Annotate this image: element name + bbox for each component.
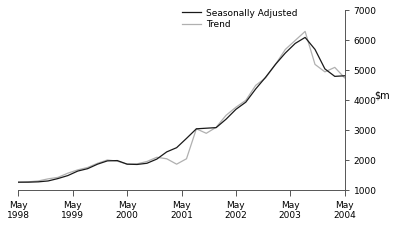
Seasonally Adjusted	[16, 181, 21, 184]
Trend	[75, 170, 80, 173]
Seasonally Adjusted	[26, 180, 31, 183]
Trend	[36, 180, 40, 183]
Seasonally Adjusted	[312, 63, 317, 66]
Seasonally Adjusted	[253, 84, 258, 87]
Trend	[16, 181, 21, 183]
Seasonally Adjusted	[184, 157, 189, 160]
Trend	[105, 160, 110, 162]
Seasonally Adjusted	[224, 114, 228, 117]
Trend	[293, 42, 298, 45]
Trend	[303, 36, 308, 39]
Seasonally Adjusted	[164, 157, 169, 160]
Seasonally Adjusted	[322, 71, 327, 73]
Trend	[312, 48, 317, 51]
Trend	[46, 180, 50, 182]
Trend	[125, 163, 129, 165]
Seasonally Adjusted	[105, 159, 110, 161]
Seasonally Adjusted	[233, 106, 238, 109]
Seasonally Adjusted	[66, 172, 70, 175]
Seasonally Adjusted	[214, 126, 218, 129]
Seasonally Adjusted	[204, 132, 209, 135]
Seasonally Adjusted	[293, 39, 298, 42]
Trend	[332, 75, 337, 78]
Seasonally Adjusted	[283, 48, 288, 51]
Seasonally Adjusted	[135, 163, 139, 165]
Seasonally Adjusted	[46, 178, 50, 180]
Seasonally Adjusted	[75, 168, 80, 171]
Seasonally Adjusted	[154, 156, 159, 159]
Seasonally Adjusted	[95, 162, 100, 165]
Trend	[342, 74, 347, 77]
Trend	[204, 127, 209, 130]
Trend	[233, 108, 238, 111]
Seasonally Adjusted	[263, 76, 268, 79]
Trend	[95, 163, 100, 165]
Seasonally Adjusted	[273, 63, 278, 66]
Trend	[243, 101, 248, 104]
Trend	[194, 127, 199, 130]
Trend	[164, 151, 169, 153]
Seasonally Adjusted	[303, 30, 308, 33]
Trend	[253, 88, 258, 90]
Seasonally Adjusted	[332, 66, 337, 69]
Seasonally Adjusted	[56, 176, 60, 179]
Trend	[145, 162, 149, 165]
Seasonally Adjusted	[125, 163, 129, 165]
Trend	[214, 126, 218, 129]
Trend	[263, 76, 268, 79]
Line: Trend: Trend	[18, 37, 345, 182]
Trend	[26, 181, 31, 183]
Trend	[154, 158, 159, 160]
Trend	[56, 177, 60, 180]
Seasonally Adjusted	[194, 127, 199, 130]
Trend	[85, 167, 90, 170]
Trend	[174, 146, 179, 149]
Seasonally Adjusted	[145, 160, 149, 163]
Seasonally Adjusted	[174, 163, 179, 165]
Trend	[115, 159, 119, 162]
Trend	[66, 174, 70, 177]
Trend	[224, 118, 228, 121]
Seasonally Adjusted	[85, 166, 90, 169]
Trend	[322, 67, 327, 70]
Trend	[184, 137, 189, 140]
Seasonally Adjusted	[243, 99, 248, 102]
Seasonally Adjusted	[342, 76, 347, 79]
Legend: Seasonally Adjusted, Trend: Seasonally Adjusted, Trend	[181, 9, 297, 29]
Seasonally Adjusted	[115, 160, 119, 163]
Trend	[135, 163, 139, 166]
Trend	[273, 63, 278, 66]
Line: Seasonally Adjusted: Seasonally Adjusted	[18, 31, 345, 183]
Trend	[283, 52, 288, 54]
Seasonally Adjusted	[36, 180, 40, 182]
Y-axis label: $m: $m	[374, 90, 390, 100]
